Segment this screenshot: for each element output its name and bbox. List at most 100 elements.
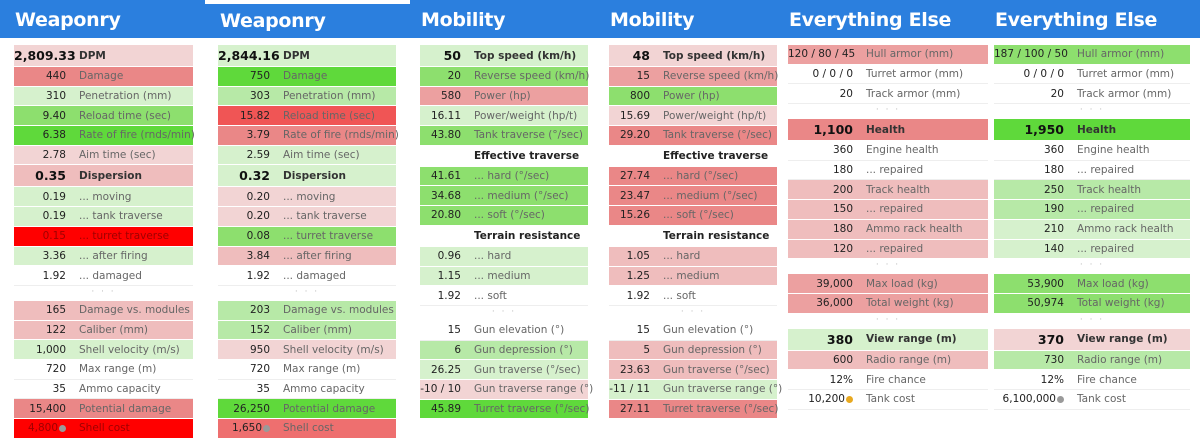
stat-value: 0.32: [218, 168, 272, 183]
stat-value: 203: [218, 304, 272, 316]
stat-value: 750: [218, 70, 272, 82]
stat-row: 29.20 Tank traverse (°/sec): [609, 126, 777, 146]
stat-row: 48 Top speed (km/h): [609, 45, 777, 67]
stat-row: 0.20 ... tank traverse: [218, 207, 396, 227]
stat-row: 150 ... repaired: [788, 200, 988, 220]
stat-value: 4,800: [14, 422, 68, 434]
stat-value-text: 20.80: [430, 209, 461, 222]
stat-value-text: 580: [440, 90, 461, 103]
stat-label: Reload time (sec): [283, 109, 376, 122]
stat-label: Power (hp): [474, 90, 531, 103]
stat-row: 1.05 ... hard: [609, 246, 777, 267]
stat-value: 20.80: [420, 209, 463, 221]
stat-label: ... soft (°/sec): [474, 209, 545, 222]
stat-label: Shell velocity (m/s): [283, 343, 384, 356]
section-separator: · · ·: [1079, 314, 1105, 325]
stat-value: 6.38: [14, 129, 68, 141]
stat-value-text: 0.20: [246, 210, 270, 223]
stat-row: 120 ... repaired: [788, 239, 988, 260]
stat-value-text: 180: [832, 164, 853, 177]
stat-value-text: 303: [249, 90, 270, 103]
gold-coin-icon: [846, 395, 853, 403]
stat-label: ... medium (°/sec): [474, 189, 569, 202]
section-heading-label: Effective traverse: [474, 150, 580, 163]
stat-label: Ammo rack health: [866, 223, 963, 236]
stat-value-text: 187 / 100 / 50: [994, 48, 1068, 61]
stat-value-text: 203: [249, 304, 270, 317]
stat-label: Total weight (kg): [866, 297, 954, 310]
stat-value: 190: [994, 203, 1066, 215]
stat-row: 1,000 Shell velocity (m/s): [14, 340, 193, 360]
stat-value: 23.63: [609, 364, 652, 376]
stat-label: ... moving: [283, 190, 336, 203]
stat-value: 20: [994, 88, 1066, 100]
stat-row: 1.92 ... damaged: [14, 266, 193, 286]
stat-value-text: 0.96: [437, 250, 461, 263]
stat-row: 0.15 ... turret traverse: [14, 226, 193, 247]
stat-label: Max range (m): [283, 363, 361, 376]
stat-label: Engine health: [1077, 144, 1150, 157]
stat-value: 34.68: [420, 190, 463, 202]
section-separator: · · ·: [680, 306, 706, 317]
stat-label: ... moving: [79, 190, 132, 203]
stat-label: Gun elevation (°): [663, 324, 754, 337]
stat-value-text: 730: [1043, 353, 1064, 366]
stat-value: 35: [218, 383, 272, 395]
stat-label: Tank cost: [866, 393, 915, 406]
stat-label: Max load (kg): [866, 277, 938, 290]
stat-label: Track health: [866, 183, 931, 196]
stat-value-text: 152: [249, 323, 270, 336]
stat-row: 0.35 Dispersion: [14, 165, 193, 188]
stat-label: View range (m): [866, 333, 957, 346]
stat-value-text: 200: [832, 183, 853, 196]
stat-label: Aim time (sec): [79, 149, 156, 162]
stat-label: Rate of fire (rnds/min): [79, 129, 195, 142]
stat-label: Tank traverse (°/sec): [663, 129, 772, 142]
stat-value-text: 750: [249, 70, 270, 83]
stat-label: DPM: [283, 49, 310, 62]
stat-row: 15 Gun elevation (°): [420, 320, 588, 341]
stat-row: 0.96 ... hard: [420, 246, 588, 267]
stat-row: 6,100,000 Tank cost: [994, 389, 1190, 410]
stat-row: 1.92 ... damaged: [218, 266, 396, 286]
panel-header-everything-else: Everything Else: [780, 0, 985, 38]
stat-row: 5 Gun depression (°): [609, 340, 777, 361]
stat-value: 370: [994, 332, 1066, 347]
stat-label: Damage vs. modules: [79, 304, 190, 317]
stat-value-text: 53,900: [1027, 277, 1064, 290]
stat-label: Gun traverse range (°): [663, 383, 783, 396]
stat-value-text: 5: [643, 343, 650, 356]
stat-value-text: 12%: [1040, 373, 1064, 386]
stat-row: 180 ... repaired: [994, 160, 1190, 181]
stat-label: Hull armor (mm): [866, 48, 954, 61]
stat-label: Ammo capacity: [283, 382, 365, 395]
stat-row: 4,800 Shell cost: [14, 419, 193, 439]
stat-label: ... soft: [663, 289, 696, 302]
stat-value-text: 720: [45, 363, 66, 376]
stat-label: ... damaged: [79, 269, 142, 282]
stat-value-text: 2.59: [246, 149, 270, 162]
stat-label: Caliber (mm): [79, 323, 149, 336]
stat-row: 20.80 ... soft (°/sec): [420, 206, 588, 226]
stat-label: Gun traverse (°/sec): [663, 363, 770, 376]
stat-value: 2.59: [218, 149, 272, 161]
stat-value: 1.92: [14, 270, 68, 282]
stat-row: 122 Caliber (mm): [14, 320, 193, 341]
stat-row: 2.78 Aim time (sec): [14, 145, 193, 166]
stat-label: ... repaired: [1077, 203, 1135, 216]
stat-value: 0.20: [218, 191, 272, 203]
stat-label: ... hard (°/sec): [663, 170, 739, 183]
stat-label: Radio range (m): [866, 353, 952, 366]
stat-value-text: 1.92: [437, 289, 461, 302]
stat-value-text: 1,100: [813, 122, 853, 138]
stat-row: 950 Shell velocity (m/s): [218, 340, 396, 360]
stat-value: 50: [420, 48, 463, 63]
stat-row: 10,200 Tank cost: [788, 389, 988, 410]
stat-row: 15.82 Reload time (sec): [218, 106, 396, 127]
stat-row: 730 Radio range (m): [994, 350, 1190, 371]
stat-label: Ammo rack health: [1077, 223, 1174, 236]
stat-row: -10 / 10 Gun traverse range (°): [420, 379, 593, 400]
stat-label: Shell velocity (m/s): [79, 343, 180, 356]
stat-value: 50,974: [994, 297, 1066, 309]
stat-value-text: 27.11: [619, 402, 650, 415]
